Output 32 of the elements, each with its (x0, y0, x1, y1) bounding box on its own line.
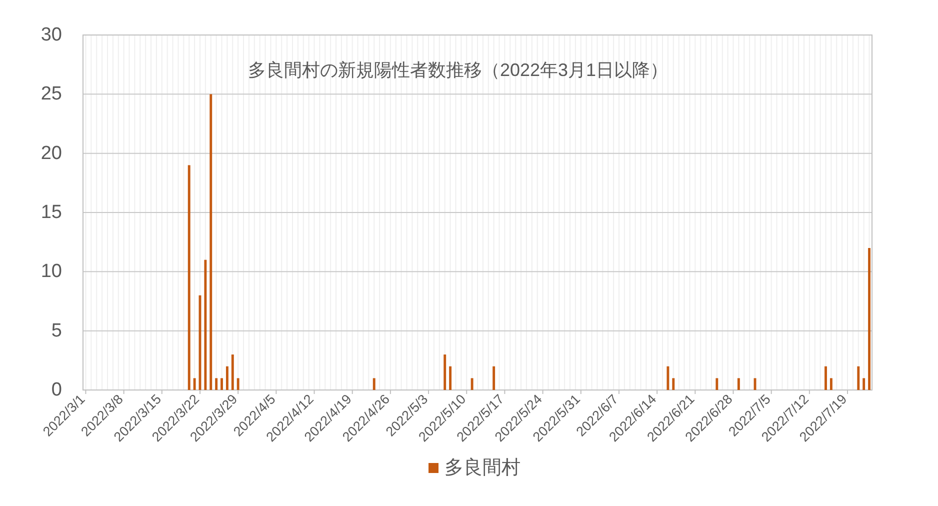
bar (492, 366, 496, 390)
text: 多良間村の新規陽性者数推移（2022年3月1日以降） (248, 60, 668, 80)
bar (666, 366, 670, 390)
y-tick-label: 30 (40, 24, 62, 46)
y-tick-label: 15 (40, 202, 62, 223)
bar (372, 378, 376, 390)
bar (444, 354, 446, 390)
bar (857, 366, 860, 390)
bar (215, 378, 218, 390)
bar (672, 378, 675, 390)
bar (193, 378, 196, 390)
bar (830, 378, 832, 390)
bar (862, 378, 866, 390)
y-tick-label: 10 (40, 261, 62, 282)
bar (210, 94, 212, 390)
bar (716, 378, 718, 390)
bar (204, 260, 207, 390)
bar (470, 378, 474, 390)
bar (737, 378, 740, 390)
y-tick-label: 25 (40, 84, 62, 105)
y-tick-label: 5 (51, 320, 62, 342)
legend-label: 多良間村 (444, 456, 520, 478)
bar (449, 366, 452, 390)
bar (188, 165, 190, 390)
bar (868, 248, 871, 390)
y-tick-label: 20 (40, 142, 62, 164)
bar (824, 366, 827, 390)
y-tick-label: 0 (51, 380, 62, 400)
bar (220, 378, 223, 390)
bar (236, 378, 240, 390)
bar (226, 366, 228, 390)
bar (231, 354, 234, 390)
